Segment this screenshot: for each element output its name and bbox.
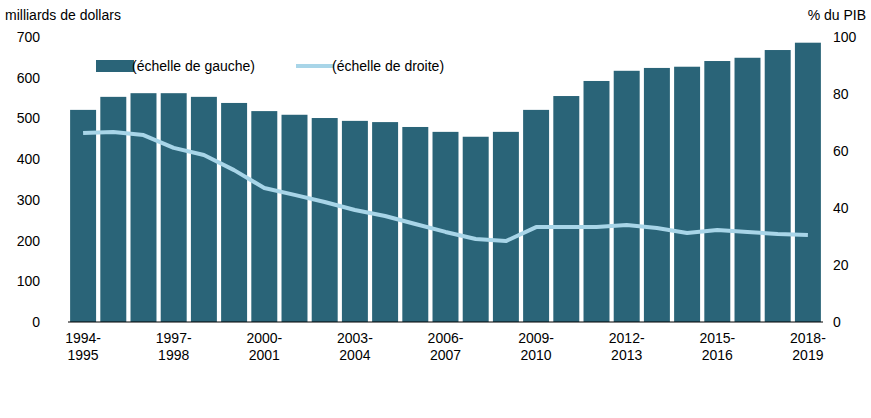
x-tick-label: 1994-1995 (65, 330, 101, 363)
y2-tick-label: 20 (833, 257, 849, 273)
y2-tick (823, 322, 827, 323)
bar (312, 118, 338, 322)
y-tick-label: 400 (17, 151, 41, 167)
x-tick-label: 2006-2007 (428, 330, 464, 363)
y-tick-label: 300 (17, 192, 41, 208)
y-tick (64, 240, 68, 241)
y2-tick (823, 151, 827, 152)
chart: milliards de dollars% du PIB010020030040… (0, 0, 871, 418)
y-axis-title: milliards de dollars (5, 7, 121, 23)
bar (674, 67, 700, 322)
y2-tick-label: 40 (833, 200, 849, 216)
y-tick (64, 159, 68, 160)
bar (221, 103, 247, 322)
legend-label: (échelle de droite) (332, 58, 444, 74)
bar (795, 43, 821, 322)
line (83, 132, 808, 241)
y2-tick-label: 100 (833, 29, 857, 45)
x-tick-label: 2015-2016 (699, 330, 735, 363)
y2-tick (823, 37, 827, 38)
x-tick-label: 2012-2013 (609, 330, 645, 363)
bar (191, 97, 217, 322)
bar (70, 110, 96, 322)
x-tick-label: 2009-2010 (518, 330, 554, 363)
x-tick-label: 1997-1998 (156, 330, 192, 363)
legend-label: (échelle de gauche) (132, 58, 255, 74)
bar (433, 132, 459, 322)
bar (282, 115, 308, 322)
bar (765, 50, 791, 322)
bar (493, 132, 519, 322)
bar (372, 122, 398, 322)
y-tick-label: 500 (17, 110, 41, 126)
y2-tick (823, 265, 827, 266)
bar (131, 93, 157, 322)
x-tick-label: 2000-2001 (246, 330, 282, 363)
y-tick-label: 0 (32, 314, 40, 330)
bar (251, 111, 277, 322)
bar (342, 121, 368, 322)
y-tick (64, 37, 68, 38)
x-tick-label: 2018-2019 (790, 330, 826, 363)
bar (463, 137, 489, 322)
bar (553, 96, 579, 322)
y2-tick (823, 94, 827, 95)
y2-tick-label: 80 (833, 86, 849, 102)
legend-swatch (296, 64, 334, 68)
bar (735, 58, 761, 322)
y2-tick-label: 0 (833, 314, 841, 330)
y-tick (64, 199, 68, 200)
x-tick-label: 2003-2004 (337, 330, 373, 363)
y2-axis-title: % du PIB (808, 7, 866, 23)
y-tick-label: 100 (17, 273, 41, 289)
y-tick (64, 281, 68, 282)
legend-swatch (96, 60, 134, 72)
bar (584, 81, 610, 322)
y-tick-label: 600 (17, 70, 41, 86)
y-tick-label: 700 (17, 29, 41, 45)
bar (523, 110, 549, 322)
plot-area (70, 43, 821, 322)
y2-tick (823, 208, 827, 209)
bar (161, 93, 187, 322)
y-tick (64, 322, 68, 323)
y-tick-label: 200 (17, 233, 41, 249)
y-tick (64, 77, 68, 78)
bar (614, 71, 640, 322)
y-tick (64, 118, 68, 119)
bar (704, 61, 730, 322)
bar (644, 68, 670, 322)
x-axis (68, 322, 823, 323)
y2-tick-label: 60 (833, 143, 849, 159)
